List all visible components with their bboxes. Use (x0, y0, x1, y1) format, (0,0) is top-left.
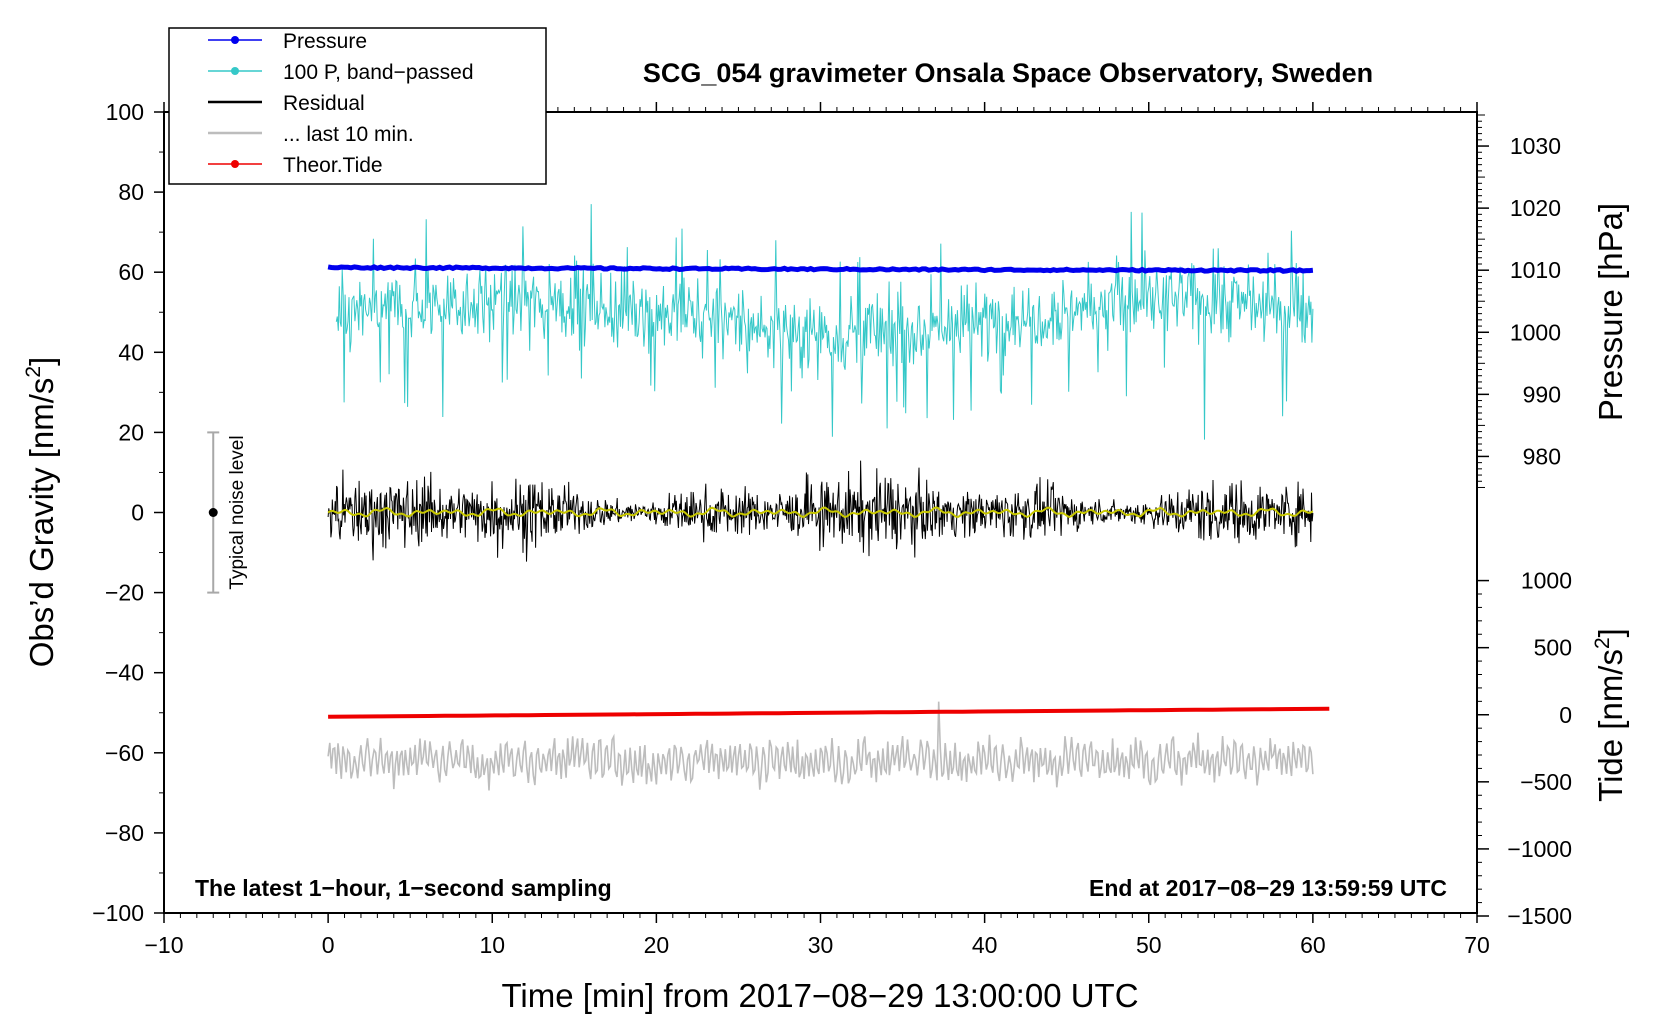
tide-tick-label: −1000 (1507, 836, 1572, 862)
tide-tick-label: 1000 (1521, 568, 1572, 594)
legend: Pressure 100 P, band−passed Residual ... la… (168, 27, 547, 185)
x-tick-label: 30 (808, 932, 834, 958)
y-tick-label: 60 (118, 259, 144, 285)
tide-tick-label: 0 (1559, 702, 1572, 728)
y-tick-label: 40 (118, 339, 144, 365)
tide-tick-label: −500 (1520, 769, 1572, 795)
x-tick-label: 20 (644, 932, 670, 958)
y-tick-label: 100 (106, 99, 144, 125)
noise-level-indicator: Typical noise level (207, 431, 248, 594)
x-tick-label: −10 (144, 932, 183, 958)
legend-marker (231, 67, 239, 75)
pressure-tick-label: 1020 (1510, 195, 1561, 221)
tide-axis-title-sup: 2 (1591, 637, 1614, 649)
series-residual-smoothed (327, 506, 1314, 519)
x-axis: −10 0 10 20 30 40 50 60 70 (144, 102, 1490, 958)
pressure-axis-title: Pressure [hPa] (1592, 203, 1629, 421)
pressure-tick-label: 1030 (1510, 133, 1561, 159)
annotation-end-time: End at 2017−08−29 13:59:59 UTC (1089, 875, 1447, 901)
series-layer (327, 204, 1330, 791)
series-pressure (327, 264, 1314, 274)
x-tick-label: 40 (972, 932, 998, 958)
y-tick-label: −40 (105, 660, 144, 686)
legend-label: Pressure (283, 30, 367, 53)
annotation-sampling: The latest 1−hour, 1−second sampling (195, 875, 612, 901)
x-tick-label: 60 (1300, 932, 1326, 958)
y-axis-pressure: 980 990 1000 1010 1020 1030 (1477, 114, 1561, 488)
legend-label: Theor.Tide (283, 154, 383, 177)
y-axis-tide: −1500 −1000 −500 0 500 1000 (1477, 568, 1572, 929)
x-tick-label: 10 (479, 932, 505, 958)
chart-title: SCG_054 gravimeter Onsala Space Observat… (643, 58, 1373, 88)
y-axis-left-title-sup: 2 (22, 366, 45, 378)
pressure-tick-label: 1010 (1510, 257, 1561, 283)
x-tick-label: 70 (1464, 932, 1490, 958)
series-residual (327, 460, 1314, 562)
tide-axis-title: Tide [nm/s2] (1591, 628, 1629, 802)
x-tick-label: 0 (322, 932, 335, 958)
y-tick-label: −20 (105, 580, 144, 606)
series-band-passed-pressure (335, 204, 1314, 440)
legend-marker (231, 160, 239, 168)
legend-box (168, 27, 547, 185)
x-axis-title: Time [min] from 2017−08−29 13:00:00 UTC (501, 977, 1138, 1014)
y-tick-label: −60 (105, 740, 144, 766)
y-tick-label: 0 (131, 500, 144, 526)
y-tick-label: −80 (105, 820, 144, 846)
pressure-tick-label: 1000 (1510, 319, 1561, 345)
tide-tick-label: 500 (1534, 635, 1572, 661)
legend-label: ... last 10 min. (283, 123, 414, 146)
noise-bar-dot (208, 508, 218, 517)
legend-label: Residual (283, 92, 365, 115)
y-tick-label: 80 (118, 179, 144, 205)
tide-tick-label: −1500 (1507, 903, 1572, 929)
y-axis-left: −100 −80 −60 −40 −20 0 20 40 60 80 100 (92, 99, 164, 926)
pressure-tick-label: 990 (1523, 381, 1561, 407)
pressure-tick-label: 980 (1523, 443, 1561, 469)
noise-bar-label: Typical noise level (227, 435, 248, 589)
y-tick-label: 20 (118, 419, 144, 445)
x-tick-label: 50 (1136, 932, 1162, 958)
y-tick-label: −100 (92, 900, 144, 926)
legend-label: 100 P, band−passed (283, 61, 474, 84)
y-axis-left-title: Obs’d Gravity [nm/s2] (22, 357, 60, 668)
series-theoretical-tide (328, 706, 1330, 719)
legend-marker (231, 36, 239, 44)
series-last-10-min (327, 701, 1314, 791)
